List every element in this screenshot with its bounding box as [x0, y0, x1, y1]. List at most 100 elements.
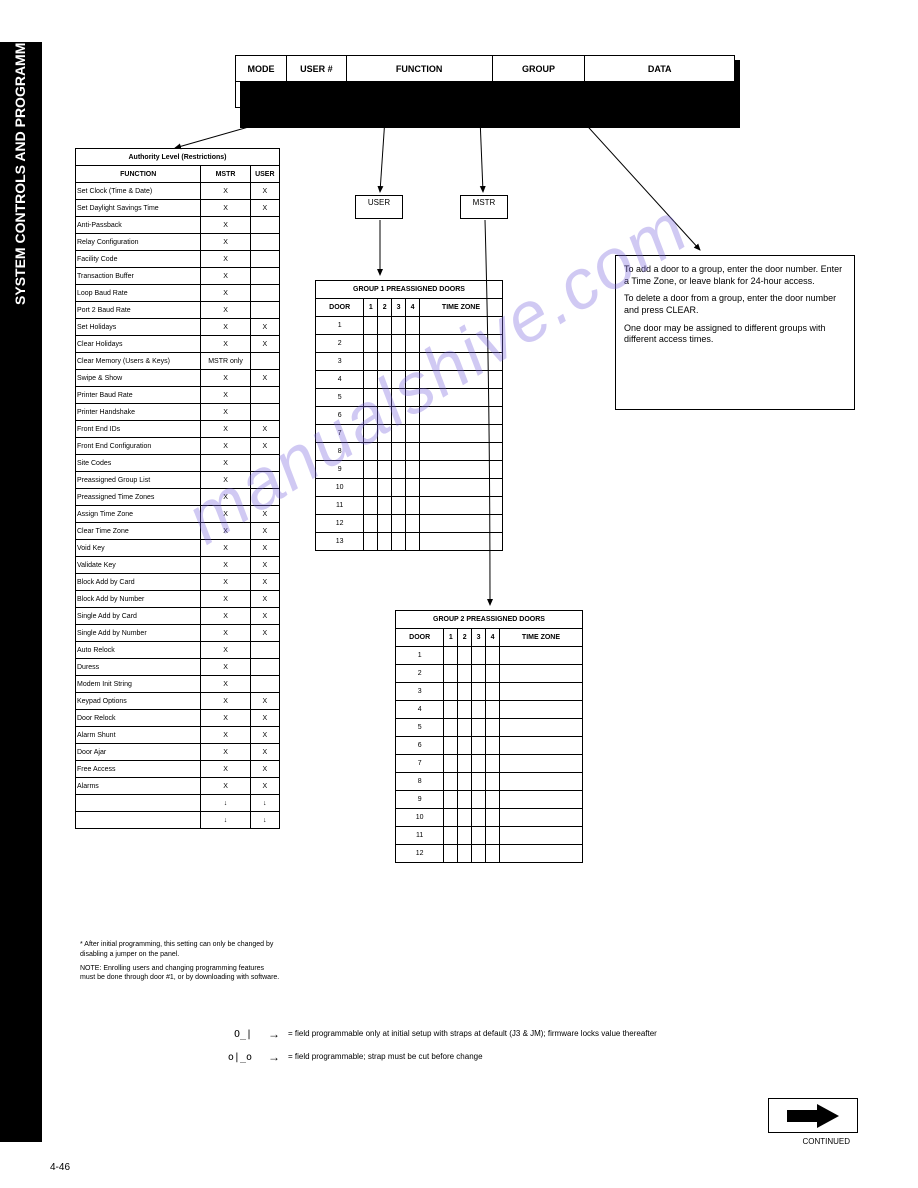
- table-cell: [364, 317, 378, 335]
- table-cell: [392, 371, 406, 389]
- g2-h: TIME ZONE: [499, 629, 582, 647]
- legend-block: O_| → = field programmable only at initi…: [80, 1025, 708, 1071]
- table-cell: [392, 353, 406, 371]
- table-cell: [486, 845, 500, 863]
- g1-h: DOOR: [316, 299, 364, 317]
- table-cell: Preassigned Time Zones: [76, 489, 201, 506]
- page-number: 4-46: [50, 1162, 70, 1173]
- table-cell: X: [250, 710, 279, 727]
- g1-h: TIME ZONE: [419, 299, 502, 317]
- table-row: Transaction BufferX: [76, 268, 280, 285]
- table-row: Door AjarXX: [76, 744, 280, 761]
- g2-h: 2: [458, 629, 472, 647]
- table-row: Swipe & ShowXX: [76, 370, 280, 387]
- continued-label: CONTINUED: [802, 1137, 850, 1146]
- table-cell: [392, 425, 406, 443]
- table-cell: [364, 497, 378, 515]
- note-line: NOTE: Enrolling users and changing progr…: [80, 964, 280, 984]
- table-cell: 6: [316, 407, 364, 425]
- table-row: Preassigned Time ZonesX: [76, 489, 280, 506]
- authority-table: Authority Level (Restrictions) FUNCTION …: [75, 148, 280, 829]
- table-cell: Facility Code: [76, 251, 201, 268]
- table-cell: [458, 827, 472, 845]
- table-cell: ↓: [201, 795, 250, 812]
- table-cell: [406, 515, 420, 533]
- table-cell: [250, 285, 279, 302]
- table-cell: [364, 425, 378, 443]
- table-cell: [406, 317, 420, 335]
- table-cell: [444, 701, 458, 719]
- table-cell: [444, 755, 458, 773]
- table-cell: 1: [396, 647, 444, 665]
- table-cell: [378, 461, 392, 479]
- table-cell: 10: [316, 479, 364, 497]
- table-cell: [392, 515, 406, 533]
- table-cell: ↓: [201, 812, 250, 829]
- table-cell: [378, 353, 392, 371]
- table-cell: X: [201, 608, 250, 625]
- table-cell: [378, 317, 392, 335]
- table-cell: [458, 791, 472, 809]
- table-row: Assign Time ZoneXX: [76, 506, 280, 523]
- table-cell: 1: [316, 317, 364, 335]
- table-cell: [486, 827, 500, 845]
- table-row: Alarm ShuntXX: [76, 727, 280, 744]
- table-cell: X: [201, 489, 250, 506]
- table-cell: [444, 827, 458, 845]
- table-cell: 8: [316, 443, 364, 461]
- table-row: 8: [396, 773, 583, 791]
- auth-col: FUNCTION: [76, 166, 201, 183]
- auth-rows: Set Clock (Time & Date)XXSet Daylight Sa…: [76, 183, 280, 829]
- g1-h: 1: [364, 299, 378, 317]
- table-cell: X: [250, 761, 279, 778]
- table-cell: 4: [316, 371, 364, 389]
- table-cell: Loop Baud Rate: [76, 285, 201, 302]
- table-cell: [472, 665, 486, 683]
- table-cell: 8: [396, 773, 444, 791]
- table-cell: X: [201, 472, 250, 489]
- table-cell: Validate Key: [76, 557, 201, 574]
- table-cell: [250, 676, 279, 693]
- table-cell: X: [201, 778, 250, 795]
- table-cell: [76, 812, 201, 829]
- table-cell: Relay Configuration: [76, 234, 201, 251]
- table-cell: [378, 389, 392, 407]
- table-cell: [250, 387, 279, 404]
- table-cell: [419, 443, 502, 461]
- table-cell: [419, 425, 502, 443]
- table-cell: [406, 407, 420, 425]
- table-cell: [499, 719, 582, 737]
- table-cell: Assign Time Zone: [76, 506, 201, 523]
- table-cell: 2: [316, 335, 364, 353]
- table-cell: Set Daylight Savings Time: [76, 200, 201, 217]
- table-cell: Single Add by Number: [76, 625, 201, 642]
- table-cell: [499, 773, 582, 791]
- table-cell: [444, 737, 458, 755]
- table-cell: X: [250, 557, 279, 574]
- table-cell: Set Holidays: [76, 319, 201, 336]
- table-cell: X: [250, 370, 279, 387]
- table-cell: X: [250, 200, 279, 217]
- table-cell: [392, 461, 406, 479]
- table-cell: [364, 389, 378, 407]
- group1-table: GROUP 1 PREASSIGNED DOORS DOOR 1 2 3 4 T…: [315, 280, 503, 551]
- table-cell: X: [201, 727, 250, 744]
- table-cell: 10: [396, 809, 444, 827]
- table-cell: Clear Holidays: [76, 336, 201, 353]
- table-cell: X: [201, 438, 250, 455]
- table-cell: [419, 317, 502, 335]
- table-row: Facility CodeX: [76, 251, 280, 268]
- table-cell: Front End IDs: [76, 421, 201, 438]
- table-cell: [392, 407, 406, 425]
- auth-title: Authority Level (Restrictions): [76, 149, 280, 166]
- table-cell: [364, 371, 378, 389]
- hdr-cell: DOOR or TIME ZONE: [585, 82, 735, 108]
- table-cell: [364, 443, 378, 461]
- table-cell: [250, 234, 279, 251]
- table-cell: X: [201, 676, 250, 693]
- table-cell: [444, 719, 458, 737]
- table-cell: [419, 407, 502, 425]
- table-cell: [458, 647, 472, 665]
- table-cell: [472, 809, 486, 827]
- table-cell: [250, 217, 279, 234]
